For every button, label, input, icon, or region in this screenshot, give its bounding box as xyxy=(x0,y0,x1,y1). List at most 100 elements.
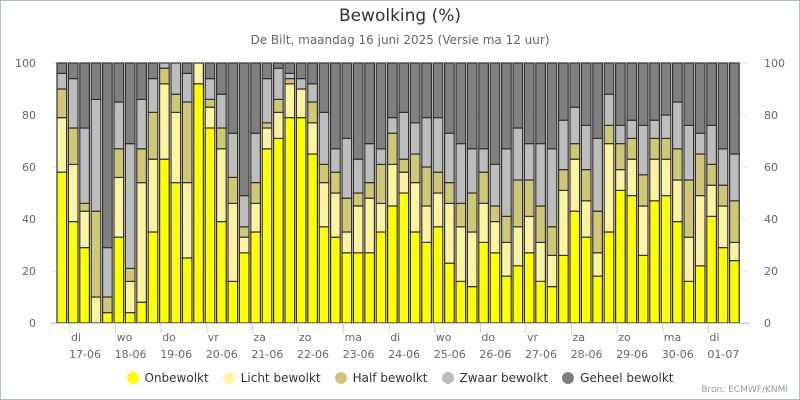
bar-segment-licht-bewolkt[interactable] xyxy=(660,158,672,197)
bar-segment-licht-bewolkt[interactable] xyxy=(592,252,603,277)
bar-segment-zwaar-bewolkt[interactable] xyxy=(478,148,489,173)
bar-segment-zwaar-bewolkt[interactable] xyxy=(159,62,170,69)
bar-segment-geheel-bewolkt[interactable] xyxy=(113,62,125,103)
bar-segment-geheel-bewolkt[interactable] xyxy=(364,62,375,145)
bar-segment-zwaar-bewolkt[interactable] xyxy=(523,143,535,181)
bar-segment-licht-bewolkt[interactable] xyxy=(56,116,68,173)
bar-segment-geheel-bewolkt[interactable] xyxy=(341,62,353,140)
bar-segment-half-bewolkt[interactable] xyxy=(535,205,546,244)
bar-segment-zwaar-bewolkt[interactable] xyxy=(318,111,330,166)
bar-segment-licht-bewolkt[interactable] xyxy=(546,254,558,288)
bar-segment-half-bewolkt[interactable] xyxy=(341,197,353,233)
bar-segment-half-bewolkt[interactable] xyxy=(352,192,364,207)
bar-segment-licht-bewolkt[interactable] xyxy=(113,176,125,238)
bar-segment-half-bewolkt[interactable] xyxy=(170,93,182,113)
bar-segment-geheel-bewolkt[interactable] xyxy=(728,62,740,155)
bar-segment-onbewolkt[interactable] xyxy=(341,252,353,324)
bar-segment-licht-bewolkt[interactable] xyxy=(181,182,193,259)
bar-segment-licht-bewolkt[interactable] xyxy=(352,205,364,254)
bar-segment-zwaar-bewolkt[interactable] xyxy=(136,98,148,150)
bar-segment-onbewolkt[interactable] xyxy=(159,158,170,324)
bar-segment-licht-bewolkt[interactable] xyxy=(535,241,546,282)
bar-segment-zwaar-bewolkt[interactable] xyxy=(67,77,79,129)
bar-segment-geheel-bewolkt[interactable] xyxy=(409,62,421,124)
bar-segment-half-bewolkt[interactable] xyxy=(113,148,125,179)
bar-segment-zwaar-bewolkt[interactable] xyxy=(113,101,125,150)
bar-segment-geheel-bewolkt[interactable] xyxy=(671,62,683,103)
bar-segment-licht-bewolkt[interactable] xyxy=(170,111,182,184)
bar-segment-geheel-bewolkt[interactable] xyxy=(124,62,136,145)
bar-segment-zwaar-bewolkt[interactable] xyxy=(512,127,524,181)
bar-segment-half-bewolkt[interactable] xyxy=(706,163,717,186)
bar-segment-half-bewolkt[interactable] xyxy=(147,111,159,160)
bar-segment-onbewolkt[interactable] xyxy=(67,221,79,324)
bar-segment-onbewolkt[interactable] xyxy=(421,241,432,324)
bar-segment-zwaar-bewolkt[interactable] xyxy=(170,62,182,95)
bar-segment-licht-bewolkt[interactable] xyxy=(295,88,307,119)
bar-segment-half-bewolkt[interactable] xyxy=(90,210,102,298)
bar-segment-onbewolkt[interactable] xyxy=(478,241,489,324)
bar-segment-licht-bewolkt[interactable] xyxy=(466,231,478,288)
bar-segment-zwaar-bewolkt[interactable] xyxy=(649,119,660,139)
bar-segment-zwaar-bewolkt[interactable] xyxy=(489,163,501,207)
bar-segment-geheel-bewolkt[interactable] xyxy=(375,62,387,150)
bar-segment-geheel-bewolkt[interactable] xyxy=(387,62,398,119)
bar-segment-half-bewolkt[interactable] xyxy=(409,153,421,184)
bar-segment-zwaar-bewolkt[interactable] xyxy=(580,124,592,171)
bar-segment-geheel-bewolkt[interactable] xyxy=(580,62,592,127)
bar-segment-half-bewolkt[interactable] xyxy=(159,67,170,85)
bar-segment-half-bewolkt[interactable] xyxy=(683,179,695,238)
bar-segment-half-bewolkt[interactable] xyxy=(79,202,91,212)
bar-segment-half-bewolkt[interactable] xyxy=(250,182,262,205)
bar-segment-geheel-bewolkt[interactable] xyxy=(432,62,444,119)
bar-segment-licht-bewolkt[interactable] xyxy=(455,226,467,283)
bar-segment-licht-bewolkt[interactable] xyxy=(569,158,581,212)
bar-segment-licht-bewolkt[interactable] xyxy=(387,163,398,207)
bar-segment-licht-bewolkt[interactable] xyxy=(409,182,421,233)
bar-segment-geheel-bewolkt[interactable] xyxy=(683,62,695,127)
bar-segment-onbewolkt[interactable] xyxy=(660,195,672,324)
bar-segment-licht-bewolkt[interactable] xyxy=(204,106,216,129)
bar-segment-zwaar-bewolkt[interactable] xyxy=(238,195,250,228)
bar-segment-onbewolkt[interactable] xyxy=(444,262,455,324)
bar-segment-geheel-bewolkt[interactable] xyxy=(56,62,68,74)
bar-segment-geheel-bewolkt[interactable] xyxy=(136,62,148,101)
bar-segment-half-bewolkt[interactable] xyxy=(398,158,410,173)
bar-segment-half-bewolkt[interactable] xyxy=(238,226,250,238)
bar-segment-onbewolkt[interactable] xyxy=(170,182,182,324)
bar-segment-geheel-bewolkt[interactable] xyxy=(592,62,603,140)
bar-segment-half-bewolkt[interactable] xyxy=(181,101,193,184)
bar-segment-half-bewolkt[interactable] xyxy=(375,163,387,204)
bar-segment-zwaar-bewolkt[interactable] xyxy=(398,111,410,160)
bar-segment-half-bewolkt[interactable] xyxy=(592,210,603,254)
bar-segment-half-bewolkt[interactable] xyxy=(501,215,512,243)
bar-segment-zwaar-bewolkt[interactable] xyxy=(455,143,467,205)
bar-segment-half-bewolkt[interactable] xyxy=(546,226,558,257)
bar-segment-zwaar-bewolkt[interactable] xyxy=(546,148,558,228)
bar-segment-licht-bewolkt[interactable] xyxy=(67,163,79,223)
bar-segment-zwaar-bewolkt[interactable] xyxy=(227,132,239,178)
bar-segment-onbewolkt[interactable] xyxy=(603,231,615,324)
bar-segment-onbewolkt[interactable] xyxy=(273,137,284,324)
bar-segment-geheel-bewolkt[interactable] xyxy=(466,62,478,150)
bar-segment-geheel-bewolkt[interactable] xyxy=(295,62,307,80)
bar-segment-licht-bewolkt[interactable] xyxy=(717,205,729,249)
bar-segment-licht-bewolkt[interactable] xyxy=(694,195,706,267)
bar-segment-zwaar-bewolkt[interactable] xyxy=(101,247,113,298)
bar-segment-geheel-bewolkt[interactable] xyxy=(238,62,250,197)
bar-segment-half-bewolkt[interactable] xyxy=(557,169,569,192)
bar-segment-half-bewolkt[interactable] xyxy=(614,143,626,171)
bar-segment-licht-bewolkt[interactable] xyxy=(671,179,683,223)
bar-segment-onbewolkt[interactable] xyxy=(284,116,296,324)
bar-segment-onbewolkt[interactable] xyxy=(318,226,330,324)
bar-segment-licht-bewolkt[interactable] xyxy=(284,83,296,119)
bar-segment-geheel-bewolkt[interactable] xyxy=(90,62,102,101)
bar-segment-licht-bewolkt[interactable] xyxy=(444,202,455,264)
bar-segment-zwaar-bewolkt[interactable] xyxy=(56,72,68,90)
bar-segment-onbewolkt[interactable] xyxy=(512,265,524,324)
bar-segment-half-bewolkt[interactable] xyxy=(318,163,330,184)
bar-segment-onbewolkt[interactable] xyxy=(113,236,125,324)
bar-segment-onbewolkt[interactable] xyxy=(706,215,717,324)
legend-item-half-bewolkt[interactable]: Half bewolkt xyxy=(334,371,428,385)
bar-segment-zwaar-bewolkt[interactable] xyxy=(341,137,353,199)
